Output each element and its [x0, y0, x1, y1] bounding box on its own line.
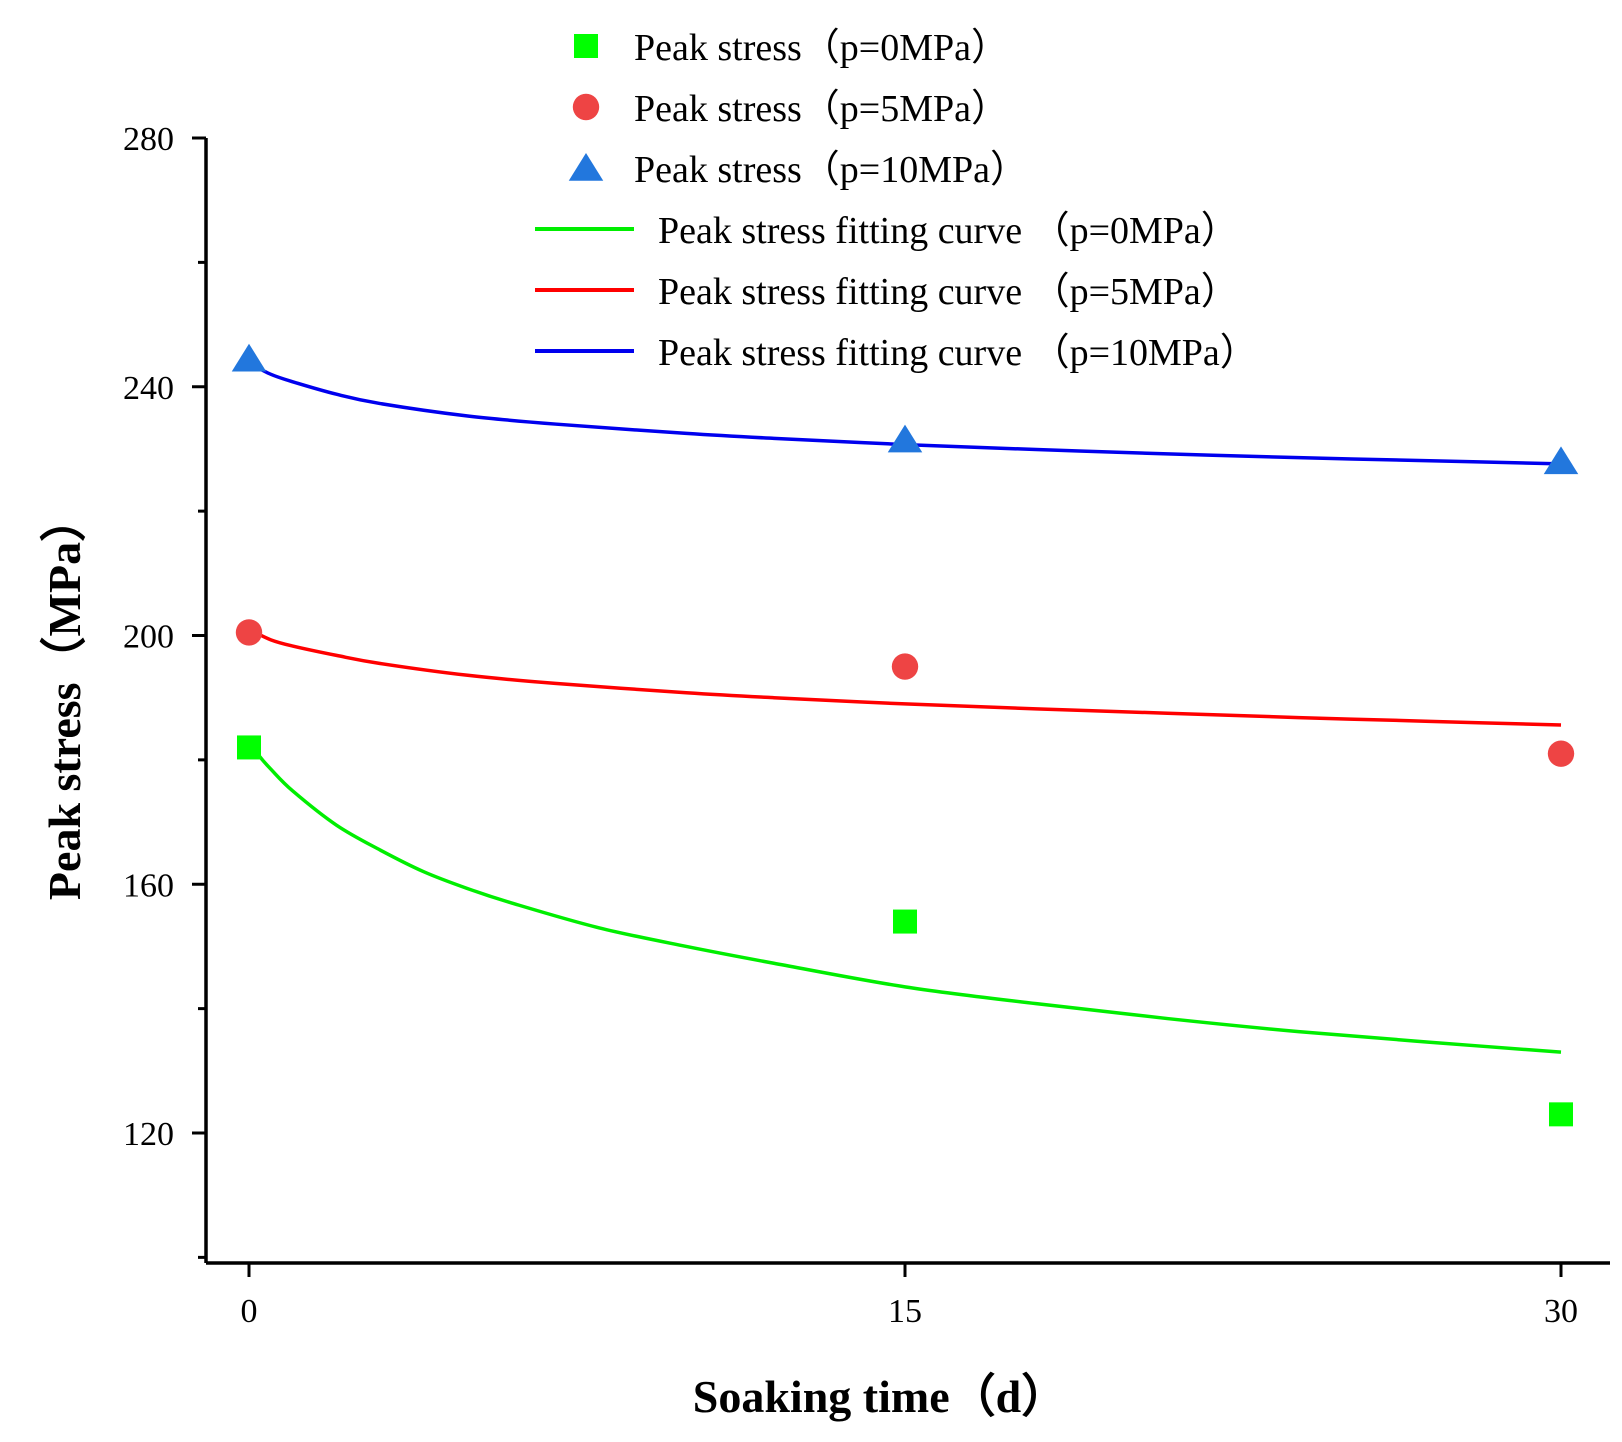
legend-label: Peak stress fitting curve （p=5MPa） [658, 271, 1239, 313]
legend-circle-icon [572, 93, 600, 121]
legend-item: Peak stress fitting curve （p=5MPa） [535, 271, 1239, 313]
legend-item: Peak stress（p=10MPa） [568, 149, 1028, 191]
square-point [1549, 1102, 1573, 1127]
y-tick-label: 200 [123, 619, 174, 656]
legend-label: Peak stress（p=5MPa） [634, 88, 1009, 130]
legend-triangle-icon [568, 153, 604, 181]
x-tick-label: 30 [1544, 1293, 1578, 1330]
legend-item: Peak stress（p=0MPa） [574, 27, 1009, 69]
y-tick-label: 160 [123, 867, 174, 904]
square-point [237, 735, 261, 760]
legend-label: Peak stress fitting curve （p=10MPa） [658, 332, 1258, 374]
legend-item: Peak stress（p=5MPa） [572, 88, 1009, 130]
square-point [893, 909, 917, 934]
y-tick-label: 240 [123, 370, 174, 407]
x-tick-label: 15 [888, 1293, 922, 1330]
triangle-point [887, 424, 923, 453]
legend-item: Peak stress fitting curve （p=10MPa） [535, 332, 1258, 374]
y-tick-label: 280 [123, 121, 174, 158]
data-markers [231, 343, 1579, 1127]
legend-item: Peak stress fitting curve （p=0MPa） [535, 210, 1239, 252]
triangle-point [231, 343, 267, 372]
legend-square-icon [574, 34, 598, 58]
y-axis-title: Peak stress（MPa） [39, 496, 90, 900]
x-axis-title: Soaking time（d） [693, 1371, 1067, 1422]
y-tick-label: 120 [123, 1116, 174, 1153]
fit-curve-5 [248, 361, 1562, 466]
fit-curve-3 [247, 740, 1562, 1054]
ticks: 120 160 200 240 280 0 15 30 [123, 121, 1578, 1330]
fit-curve-4 [248, 627, 1562, 727]
fitting-curves [247, 361, 1562, 1054]
x-tick-label: 0 [241, 1293, 258, 1330]
legend-label: Peak stress fitting curve （p=0MPa） [658, 210, 1239, 252]
legend-label: Peak stress（p=10MPa） [634, 149, 1028, 191]
circle-point [1547, 740, 1575, 767]
circle-point [235, 619, 263, 646]
axes [204, 138, 1610, 1265]
legend: Peak stress（p=0MPa） Peak stress（p=5MPa） Pe… [535, 27, 1258, 374]
legend-label: Peak stress（p=0MPa） [634, 27, 1009, 69]
triangle-point [1543, 446, 1579, 475]
circle-point [891, 653, 919, 680]
